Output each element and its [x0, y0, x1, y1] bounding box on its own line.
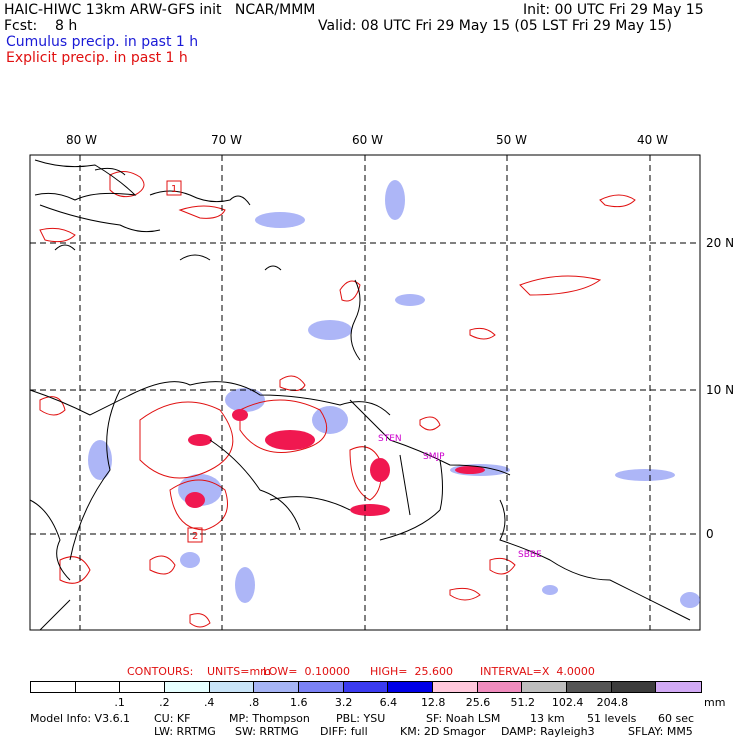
- lon-label-50w: 50 W: [496, 133, 527, 147]
- colorbar-segment: [433, 682, 478, 692]
- forecast-hour: Fcst: 8 h: [4, 18, 78, 34]
- colorbar-label: 1.6: [290, 696, 308, 709]
- colorbar-segment: [165, 682, 210, 692]
- contours-high: HIGH= 25.600: [370, 665, 454, 678]
- model-info-lw: LW: RRTMG: [154, 725, 216, 738]
- model-info-cu: CU: KF: [154, 712, 191, 725]
- contours-interval: INTERVAL=X 4.0000: [480, 665, 595, 678]
- init-time: Init: 00 UTC Fri 29 May 15: [523, 2, 704, 18]
- colorbar-unit: mm: [704, 696, 726, 709]
- model-info-levels: 51 levels: [587, 712, 637, 725]
- colorbar-segment: [656, 682, 702, 692]
- contours-low: LOW= 0.10000: [263, 665, 350, 678]
- valid-time: Valid: 08 UTC Fri 29 May 15 (05 LST Fri …: [318, 18, 672, 34]
- lon-label-60w: 60 W: [352, 133, 383, 147]
- colorbar-label: .2: [159, 696, 170, 709]
- model-info-sflay: SFLAY: MM5: [628, 725, 693, 738]
- contours-prefix: CONTOURS:: [127, 665, 194, 678]
- lat-label-0: 0: [706, 527, 714, 541]
- colorbar-segment: [388, 682, 434, 692]
- colorbar-segment: [75, 682, 121, 692]
- model-info-sf: SF: Noah LSM: [426, 712, 501, 725]
- colorbar-segment: [477, 682, 523, 692]
- colorbar-label: 6.4: [379, 696, 398, 709]
- model-info-version: Model Info: V3.6.1: [30, 712, 131, 725]
- explicit-precip-cores: [185, 409, 485, 516]
- model-info-km: KM: 2D Smagor: [400, 725, 486, 738]
- model-info-sw: SW: RRTMG: [235, 725, 299, 738]
- coastlines: [29, 159, 691, 631]
- precip-colorbar: [30, 681, 702, 693]
- colorbar-segment: [611, 682, 657, 692]
- station-label-sten: STEN: [378, 434, 402, 444]
- box-label-2: 2: [192, 531, 198, 542]
- box-1-outline: [166, 180, 182, 196]
- model-info-grid: 13 km: [530, 712, 565, 725]
- model-info-timestep: 60 sec: [658, 712, 695, 725]
- lat-label-10n: 10 N: [706, 383, 735, 397]
- lon-label-70w: 70 W: [211, 133, 242, 147]
- graticule: [30, 155, 700, 630]
- colorbar-label: 51.2: [510, 696, 536, 709]
- model-info-damp: DAMP: Rayleigh3: [501, 725, 595, 738]
- station-label-smjp: SMJP: [423, 452, 445, 462]
- lon-label-40w: 40 W: [637, 133, 668, 147]
- colorbar-segment: [567, 682, 612, 692]
- colorbar-segment: [31, 682, 76, 692]
- colorbar-label: 25.6: [465, 696, 491, 709]
- explicit-precip-contours: [39, 171, 636, 628]
- lat-label-20n: 20 N: [706, 236, 735, 250]
- model-info-mp: MP: Thompson: [229, 712, 310, 725]
- station-label-sbbe: SBBE: [518, 550, 542, 560]
- legend-cumulus: Cumulus precip. in past 1 h: [6, 34, 199, 50]
- colorbar-label: 204.8: [596, 696, 629, 709]
- colorbar-segment: [209, 682, 255, 692]
- colorbar-segment: [254, 682, 300, 692]
- contours-units: UNITS=mm: [207, 665, 271, 678]
- colorbar-label: 12.8: [420, 696, 446, 709]
- colorbar-segment: [299, 682, 344, 692]
- colorbar-label: 3.2: [334, 696, 353, 709]
- colorbar-segment: [522, 682, 568, 692]
- box-2-outline: [187, 527, 203, 543]
- colorbar-label: 102.4: [551, 696, 584, 709]
- lon-label-80w: 80 W: [66, 133, 97, 147]
- box-label-1: 1: [171, 184, 177, 195]
- legend-explicit: Explicit precip. in past 1 h: [6, 50, 188, 66]
- map-title: HAIC-HIWC 13km ARW-GFS init NCAR/MMM: [4, 2, 316, 18]
- model-info-diff: DIFF: full: [320, 725, 368, 738]
- colorbar-label: .4: [203, 696, 215, 709]
- colorbar-label: .8: [248, 696, 260, 709]
- colorbar-label: .1: [114, 696, 125, 709]
- colorbar-segment: [120, 682, 166, 692]
- colorbar-segment: [343, 682, 389, 692]
- model-info-pbl: PBL: YSU: [336, 712, 386, 725]
